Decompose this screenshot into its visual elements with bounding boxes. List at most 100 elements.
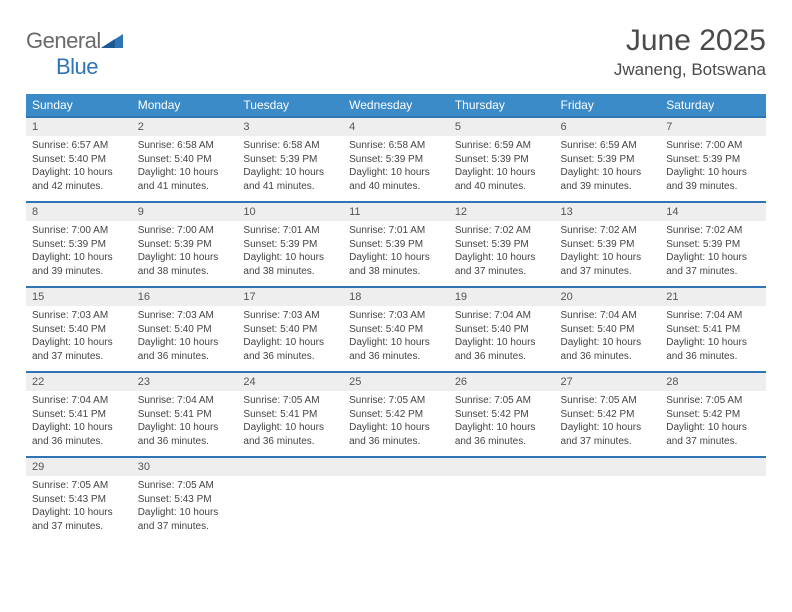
day-details: Sunrise: 7:05 AMSunset: 5:43 PMDaylight:…: [132, 476, 238, 541]
day-details: Sunrise: 7:02 AMSunset: 5:39 PMDaylight:…: [555, 221, 661, 286]
weekday-header: Thursday: [449, 94, 555, 117]
calendar-cell: 1Sunrise: 6:57 AMSunset: 5:40 PMDaylight…: [26, 117, 132, 202]
calendar-cell: 21Sunrise: 7:04 AMSunset: 5:41 PMDayligh…: [660, 287, 766, 372]
day-number: 12: [449, 203, 555, 221]
calendar-cell: 18Sunrise: 7:03 AMSunset: 5:40 PMDayligh…: [343, 287, 449, 372]
weekday-header: Monday: [132, 94, 238, 117]
weekday-header: Saturday: [660, 94, 766, 117]
calendar-cell: 29Sunrise: 7:05 AMSunset: 5:43 PMDayligh…: [26, 457, 132, 541]
calendar-cell: 20Sunrise: 7:04 AMSunset: 5:40 PMDayligh…: [555, 287, 661, 372]
day-details: Sunrise: 7:05 AMSunset: 5:42 PMDaylight:…: [660, 391, 766, 456]
calendar-cell: 15Sunrise: 7:03 AMSunset: 5:40 PMDayligh…: [26, 287, 132, 372]
day-number: 16: [132, 288, 238, 306]
day-details: Sunrise: 7:03 AMSunset: 5:40 PMDaylight:…: [132, 306, 238, 371]
day-details: Sunrise: 7:00 AMSunset: 5:39 PMDaylight:…: [132, 221, 238, 286]
day-details: Sunrise: 6:59 AMSunset: 5:39 PMDaylight:…: [555, 136, 661, 201]
day-number: 1: [26, 118, 132, 136]
weekday-header: Friday: [555, 94, 661, 117]
day-details: Sunrise: 7:01 AMSunset: 5:39 PMDaylight:…: [237, 221, 343, 286]
day-number: 6: [555, 118, 661, 136]
calendar-cell: 17Sunrise: 7:03 AMSunset: 5:40 PMDayligh…: [237, 287, 343, 372]
calendar-cell: 30Sunrise: 7:05 AMSunset: 5:43 PMDayligh…: [132, 457, 238, 541]
calendar-cell: 9Sunrise: 7:00 AMSunset: 5:39 PMDaylight…: [132, 202, 238, 287]
page: General Blue June 2025 Jwaneng, Botswana…: [0, 0, 792, 541]
calendar-cell: 5Sunrise: 6:59 AMSunset: 5:39 PMDaylight…: [449, 117, 555, 202]
day-number: 15: [26, 288, 132, 306]
weekday-header: Sunday: [26, 94, 132, 117]
day-number: 14: [660, 203, 766, 221]
calendar-cell: 2Sunrise: 6:58 AMSunset: 5:40 PMDaylight…: [132, 117, 238, 202]
calendar-cell: 22Sunrise: 7:04 AMSunset: 5:41 PMDayligh…: [26, 372, 132, 457]
day-details: Sunrise: 7:04 AMSunset: 5:41 PMDaylight:…: [132, 391, 238, 456]
day-number: 9: [132, 203, 238, 221]
location-subtitle: Jwaneng, Botswana: [614, 60, 766, 80]
calendar-cell: 10Sunrise: 7:01 AMSunset: 5:39 PMDayligh…: [237, 202, 343, 287]
day-details: Sunrise: 7:05 AMSunset: 5:41 PMDaylight:…: [237, 391, 343, 456]
calendar-cell: 16Sunrise: 7:03 AMSunset: 5:40 PMDayligh…: [132, 287, 238, 372]
calendar-cell: 25Sunrise: 7:05 AMSunset: 5:42 PMDayligh…: [343, 372, 449, 457]
weekday-header: Tuesday: [237, 94, 343, 117]
day-details: Sunrise: 7:02 AMSunset: 5:39 PMDaylight:…: [660, 221, 766, 286]
day-details: Sunrise: 7:05 AMSunset: 5:42 PMDaylight:…: [449, 391, 555, 456]
day-number: 26: [449, 373, 555, 391]
day-details: Sunrise: 7:02 AMSunset: 5:39 PMDaylight:…: [449, 221, 555, 286]
calendar-cell: 12Sunrise: 7:02 AMSunset: 5:39 PMDayligh…: [449, 202, 555, 287]
calendar-cell: 19Sunrise: 7:04 AMSunset: 5:40 PMDayligh…: [449, 287, 555, 372]
day-details: Sunrise: 6:58 AMSunset: 5:39 PMDaylight:…: [237, 136, 343, 201]
day-number: 23: [132, 373, 238, 391]
calendar-cell: 28Sunrise: 7:05 AMSunset: 5:42 PMDayligh…: [660, 372, 766, 457]
day-number: 13: [555, 203, 661, 221]
day-details: Sunrise: 7:03 AMSunset: 5:40 PMDaylight:…: [26, 306, 132, 371]
day-number: 29: [26, 458, 132, 476]
day-details: Sunrise: 7:00 AMSunset: 5:39 PMDaylight:…: [660, 136, 766, 201]
calendar-table: SundayMondayTuesdayWednesdayThursdayFrid…: [26, 94, 766, 541]
day-details: Sunrise: 7:05 AMSunset: 5:43 PMDaylight:…: [26, 476, 132, 541]
month-title: June 2025: [614, 24, 766, 58]
weekday-header: Wednesday: [343, 94, 449, 117]
day-number: 22: [26, 373, 132, 391]
calendar-cell: 26Sunrise: 7:05 AMSunset: 5:42 PMDayligh…: [449, 372, 555, 457]
day-details: Sunrise: 7:04 AMSunset: 5:41 PMDaylight:…: [26, 391, 132, 456]
title-block: June 2025 Jwaneng, Botswana: [614, 24, 766, 80]
calendar-cell: 7Sunrise: 7:00 AMSunset: 5:39 PMDaylight…: [660, 117, 766, 202]
day-details: Sunrise: 7:03 AMSunset: 5:40 PMDaylight:…: [237, 306, 343, 371]
day-number: 21: [660, 288, 766, 306]
day-number: 17: [237, 288, 343, 306]
day-details: Sunrise: 6:59 AMSunset: 5:39 PMDaylight:…: [449, 136, 555, 201]
day-number: 25: [343, 373, 449, 391]
day-number: 19: [449, 288, 555, 306]
day-number: 20: [555, 288, 661, 306]
brand-general: General: [26, 28, 101, 53]
day-number: 3: [237, 118, 343, 136]
day-details: Sunrise: 6:57 AMSunset: 5:40 PMDaylight:…: [26, 136, 132, 201]
calendar-cell-empty: [660, 457, 766, 541]
day-number: 4: [343, 118, 449, 136]
day-details: Sunrise: 7:05 AMSunset: 5:42 PMDaylight:…: [555, 391, 661, 456]
day-number: 7: [660, 118, 766, 136]
day-details: Sunrise: 6:58 AMSunset: 5:39 PMDaylight:…: [343, 136, 449, 201]
day-details: Sunrise: 7:04 AMSunset: 5:41 PMDaylight:…: [660, 306, 766, 371]
day-details: Sunrise: 6:58 AMSunset: 5:40 PMDaylight:…: [132, 136, 238, 201]
calendar-cell: 11Sunrise: 7:01 AMSunset: 5:39 PMDayligh…: [343, 202, 449, 287]
day-number: 30: [132, 458, 238, 476]
calendar-body: 1Sunrise: 6:57 AMSunset: 5:40 PMDaylight…: [26, 117, 766, 541]
calendar-cell: 3Sunrise: 6:58 AMSunset: 5:39 PMDaylight…: [237, 117, 343, 202]
brand-logo: General Blue: [26, 28, 123, 80]
calendar-cell-empty: [449, 457, 555, 541]
calendar-cell: 14Sunrise: 7:02 AMSunset: 5:39 PMDayligh…: [660, 202, 766, 287]
day-number: 24: [237, 373, 343, 391]
calendar-cell-empty: [343, 457, 449, 541]
day-details: Sunrise: 7:03 AMSunset: 5:40 PMDaylight:…: [343, 306, 449, 371]
brand-triangle-icon: [101, 28, 123, 54]
header: General Blue June 2025 Jwaneng, Botswana: [26, 24, 766, 80]
calendar-cell: 4Sunrise: 6:58 AMSunset: 5:39 PMDaylight…: [343, 117, 449, 202]
day-details: Sunrise: 7:04 AMSunset: 5:40 PMDaylight:…: [449, 306, 555, 371]
calendar-cell: 13Sunrise: 7:02 AMSunset: 5:39 PMDayligh…: [555, 202, 661, 287]
calendar-cell: 8Sunrise: 7:00 AMSunset: 5:39 PMDaylight…: [26, 202, 132, 287]
day-details: Sunrise: 7:00 AMSunset: 5:39 PMDaylight:…: [26, 221, 132, 286]
calendar-cell: 24Sunrise: 7:05 AMSunset: 5:41 PMDayligh…: [237, 372, 343, 457]
day-details: Sunrise: 7:01 AMSunset: 5:39 PMDaylight:…: [343, 221, 449, 286]
day-details: Sunrise: 7:04 AMSunset: 5:40 PMDaylight:…: [555, 306, 661, 371]
day-number: 8: [26, 203, 132, 221]
calendar-cell: 27Sunrise: 7:05 AMSunset: 5:42 PMDayligh…: [555, 372, 661, 457]
